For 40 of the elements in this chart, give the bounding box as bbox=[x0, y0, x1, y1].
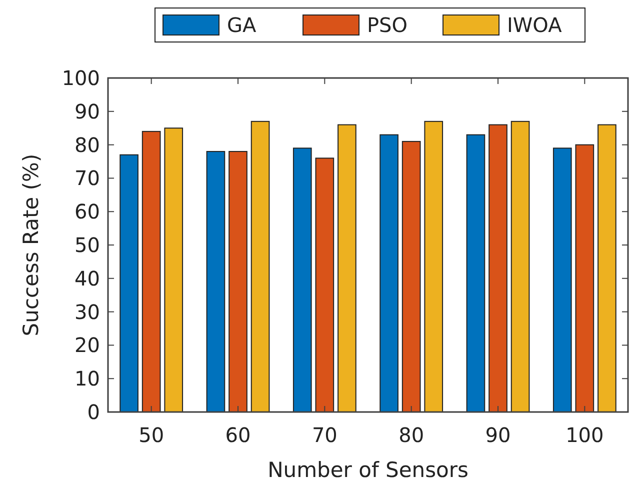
y-tick-label: 50 bbox=[74, 233, 100, 257]
y-tick-label: 100 bbox=[62, 66, 100, 90]
x-tick-label: 50 bbox=[138, 423, 164, 447]
bar bbox=[510, 120, 530, 412]
y-axis-title: Success Rate (%) bbox=[19, 154, 43, 336]
bar bbox=[142, 130, 161, 412]
y-tick-label: 40 bbox=[74, 266, 100, 290]
y-tick-label: 30 bbox=[74, 300, 100, 324]
bar bbox=[315, 158, 334, 412]
bar bbox=[552, 148, 572, 412]
bar bbox=[164, 128, 184, 412]
y-tick-label: 0 bbox=[87, 400, 100, 424]
y-tick-label: 70 bbox=[74, 166, 100, 190]
legend-label: GA bbox=[227, 13, 256, 37]
y-tick-label: 60 bbox=[74, 200, 100, 224]
bar bbox=[338, 124, 356, 412]
bar bbox=[120, 154, 138, 412]
y-tick-label: 10 bbox=[74, 366, 100, 391]
x-tick-label: 80 bbox=[398, 423, 424, 447]
bar bbox=[292, 148, 312, 412]
bar bbox=[424, 120, 444, 412]
y-tick-label: 20 bbox=[74, 333, 100, 358]
bar bbox=[380, 134, 398, 412]
x-tick-label: 90 bbox=[485, 423, 511, 447]
x-tick-label: 100 bbox=[566, 423, 604, 447]
x-axis-title: Number of Sensors bbox=[268, 458, 468, 482]
legend-label: IWOA bbox=[507, 13, 562, 37]
legend-label: PSO bbox=[367, 13, 408, 37]
bar bbox=[466, 134, 486, 412]
x-tick-label: 60 bbox=[225, 423, 251, 447]
x-tick-label: 70 bbox=[312, 423, 338, 447]
y-tick-label: 90 bbox=[74, 99, 100, 124]
bar bbox=[488, 124, 508, 412]
bar bbox=[402, 140, 421, 412]
bar bbox=[206, 150, 226, 412]
y-tick-label: 80 bbox=[74, 132, 100, 157]
bar bbox=[575, 144, 594, 412]
bar bbox=[228, 150, 248, 412]
bar bbox=[598, 124, 616, 412]
bar bbox=[250, 120, 270, 412]
